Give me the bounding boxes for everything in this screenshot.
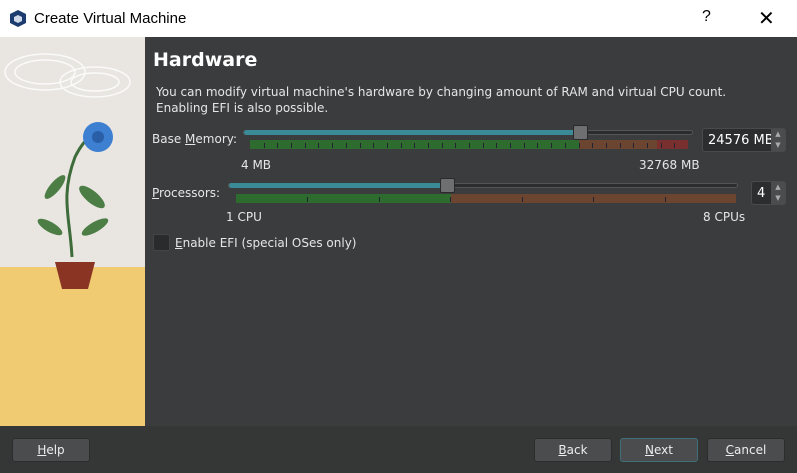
processors-scale-bar — [236, 194, 736, 203]
back-button[interactable]: Back — [534, 438, 612, 462]
wizard-illustration — [0, 37, 145, 426]
title-bar: Create Virtual Machine ? ✕ — [0, 0, 797, 37]
window-title: Create Virtual Machine — [34, 10, 187, 27]
enable-efi-checkbox[interactable] — [153, 234, 170, 251]
scale-tick — [469, 143, 470, 148]
processors-slider-handle[interactable] — [439, 178, 455, 193]
scale-tick — [304, 143, 306, 148]
help-button[interactable]: Help — [12, 438, 90, 462]
base-memory-label: Base Memory: — [152, 132, 238, 146]
scale-segment — [578, 140, 658, 149]
memory-max-label: 32768 MB — [639, 158, 700, 172]
scale-tick — [646, 143, 648, 148]
scale-tick — [551, 143, 553, 148]
scale-tick — [510, 143, 512, 148]
scale-tick — [378, 197, 380, 202]
scale-tick — [386, 143, 388, 148]
page-description: You can modify virtual machine's hardwar… — [156, 85, 727, 115]
processors-spinbox[interactable]: 4 ▲ ▼ — [751, 181, 786, 205]
scale-tick — [592, 143, 594, 148]
scale-tick — [537, 143, 539, 148]
scale-tick — [619, 143, 621, 148]
scale-tick — [664, 197, 666, 202]
base-memory-slider[interactable] — [243, 130, 693, 135]
button-bar: Help Back Next Cancel — [0, 426, 797, 473]
scale-tick — [482, 143, 484, 148]
memory-min-label: 4 MB — [241, 158, 272, 172]
spin-arrows-icon[interactable]: ▲ ▼ — [771, 129, 785, 151]
scale-segment — [657, 140, 688, 149]
scale-tick — [414, 143, 416, 148]
scale-tick — [307, 197, 309, 202]
scale-tick — [564, 143, 566, 148]
scale-tick — [450, 197, 452, 202]
scale-tick — [455, 143, 457, 148]
cancel-button[interactable]: Cancel — [707, 438, 785, 462]
scale-tick — [633, 143, 635, 148]
scale-tick — [496, 143, 498, 148]
scale-tick — [263, 143, 265, 148]
scale-tick — [523, 143, 525, 148]
slider-fill — [244, 130, 580, 135]
processors-label: Processors: — [152, 186, 221, 200]
scale-tick — [441, 143, 443, 148]
scale-tick — [605, 143, 607, 148]
enable-efi-label[interactable]: Enable EFI (special OSes only) — [175, 236, 357, 250]
scale-tick — [674, 143, 676, 148]
scale-tick — [427, 143, 429, 148]
processors-slider[interactable] — [228, 183, 738, 188]
close-button[interactable]: ✕ — [758, 8, 775, 30]
scale-tick — [359, 143, 361, 148]
scale-tick — [593, 197, 595, 202]
next-button[interactable]: Next — [620, 438, 698, 462]
scale-tick — [345, 143, 347, 148]
scale-tick — [318, 143, 320, 148]
scale-tick — [332, 143, 334, 148]
memory-scale-bar — [250, 140, 688, 149]
virtualbox-logo-icon — [10, 10, 26, 27]
processors-max-label: 8 CPUs — [703, 210, 746, 224]
slider-fill — [229, 183, 447, 188]
page-title: Hardware — [153, 49, 258, 71]
hardware-page: Hardware You can modify virtual machine'… — [145, 37, 797, 426]
scale-tick — [578, 143, 580, 148]
scale-tick — [400, 143, 402, 148]
help-title-button[interactable]: ? — [702, 8, 711, 25]
spin-arrows-icon[interactable]: ▲ ▼ — [771, 182, 785, 204]
scale-tick — [521, 197, 523, 202]
base-memory-spinbox[interactable]: 24576 MB ▲ ▼ — [702, 128, 786, 152]
scale-tick — [373, 143, 375, 148]
scale-segment — [236, 194, 451, 203]
base-memory-slider-handle[interactable] — [573, 125, 589, 140]
scale-tick — [660, 143, 662, 148]
processors-min-label: 1 CPU — [226, 210, 262, 224]
scale-tick — [277, 143, 279, 148]
scale-tick — [291, 143, 293, 148]
